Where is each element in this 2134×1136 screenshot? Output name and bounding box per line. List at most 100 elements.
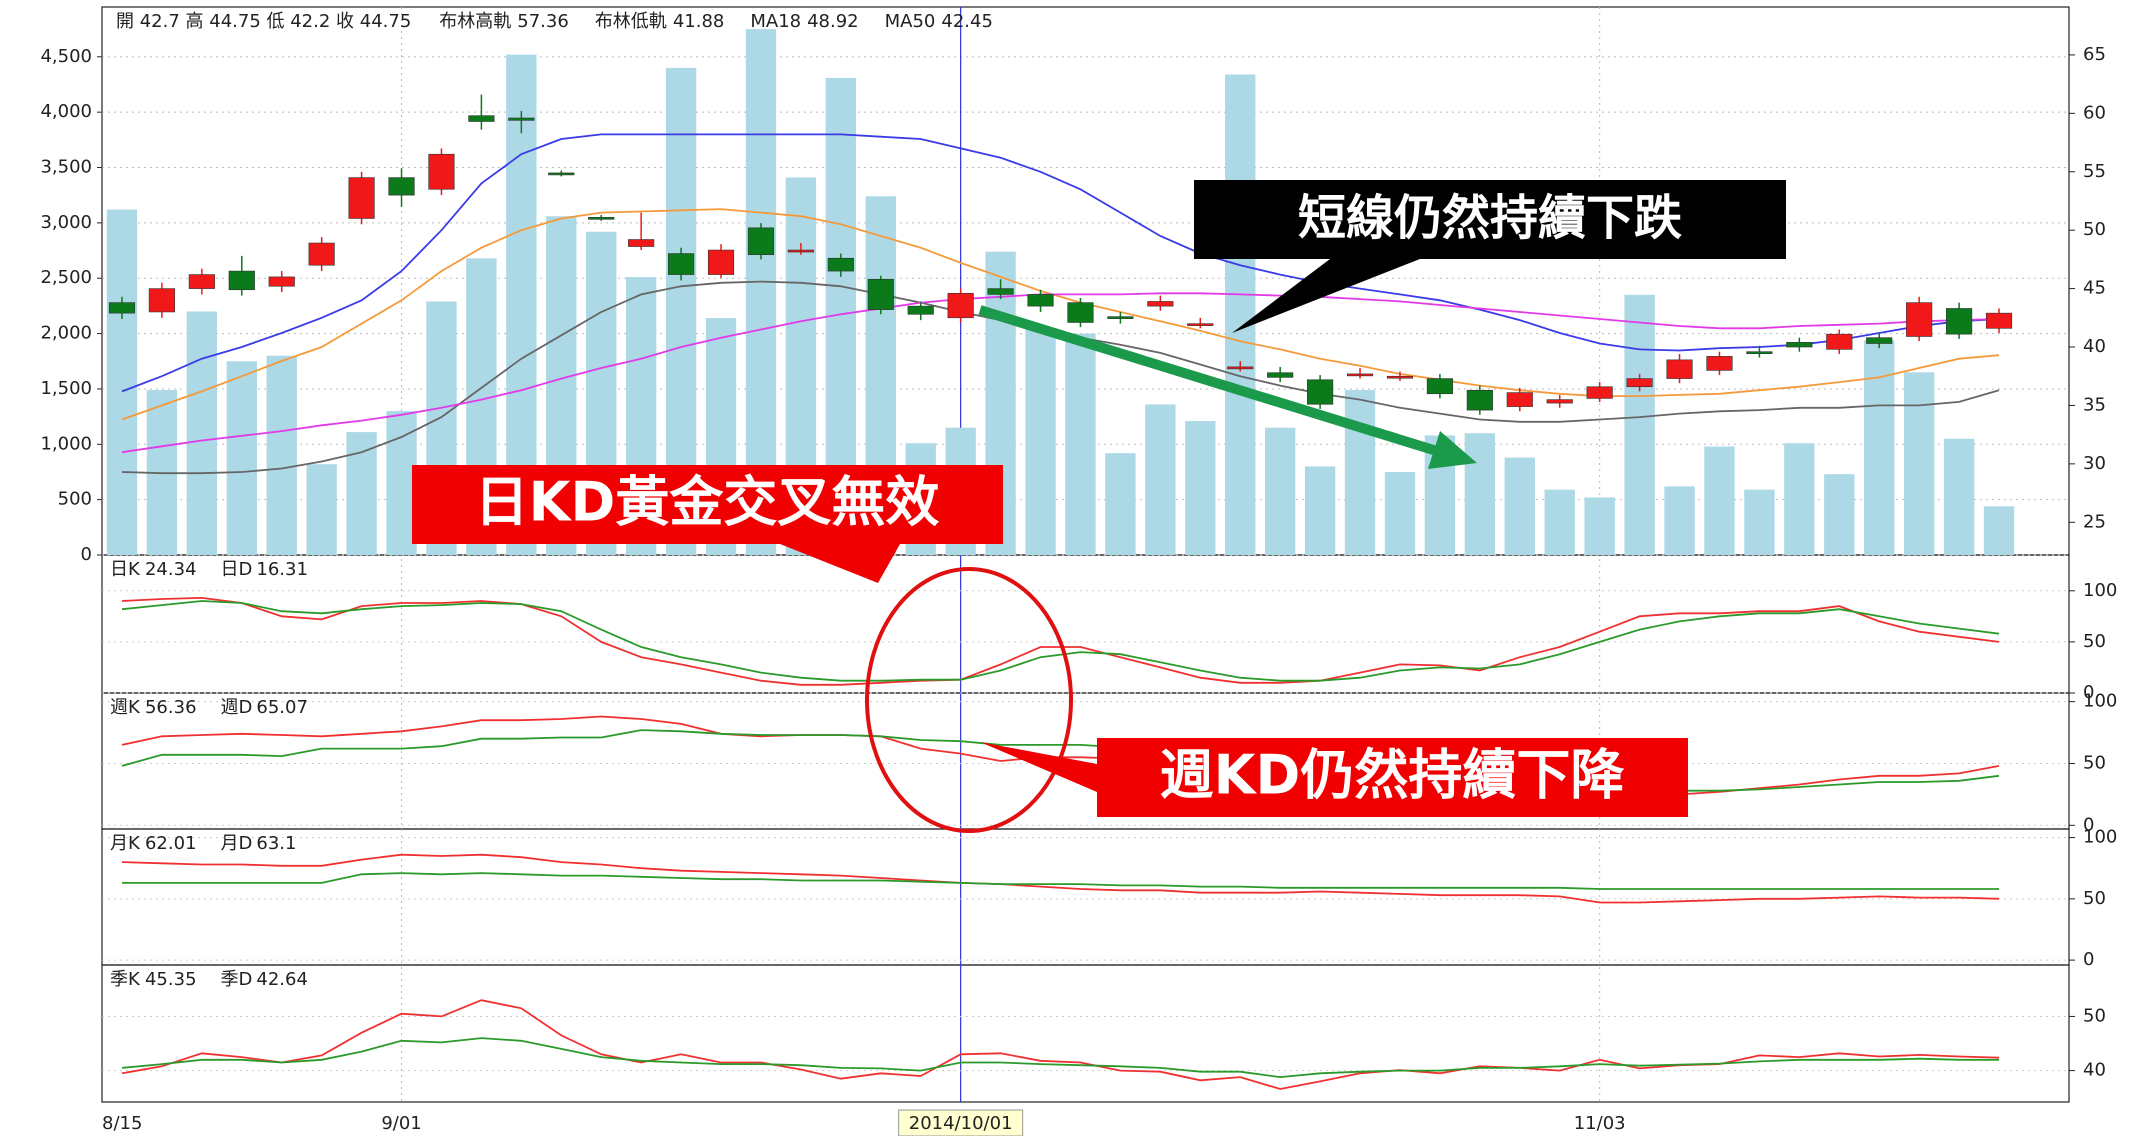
candle-body	[508, 117, 535, 121]
volume-bar	[1943, 438, 1975, 555]
legend-value: 45.35	[145, 969, 197, 990]
volume-bar	[1903, 372, 1935, 555]
candle-body	[1067, 302, 1094, 323]
candle-body	[1267, 372, 1294, 378]
legend-name: 布林低軌	[595, 11, 667, 32]
volume-bar	[1704, 446, 1735, 555]
candle-body	[787, 249, 814, 253]
legend-value: 24.34	[145, 559, 197, 580]
candle-body	[108, 302, 136, 314]
candle-body	[1866, 337, 1893, 344]
y2-tick-label: 50	[2083, 631, 2106, 652]
legend-name: 季K	[110, 969, 141, 990]
candle-body	[707, 249, 735, 275]
candle-body	[1746, 351, 1773, 354]
legend-name: MA50	[885, 11, 936, 32]
candle-body	[388, 177, 415, 196]
legend-value: 65.07	[256, 697, 308, 718]
indicator-line	[121, 853, 2000, 904]
legend-name: 季D	[221, 969, 253, 990]
y-tick-label: 4,500	[40, 46, 92, 67]
y-tick-label: 1,000	[40, 433, 92, 454]
y-tick-label: 500	[58, 489, 92, 510]
indicator-line	[121, 999, 2000, 1090]
y-tick-label: 3,500	[40, 157, 92, 178]
volume-bar	[1264, 427, 1296, 555]
plot-area: 05001,0001,5002,0002,5003,0003,5004,0004…	[40, 6, 2117, 1136]
candle-body	[827, 257, 854, 272]
candle-body	[468, 115, 495, 122]
y2-tick-label: 0	[2083, 949, 2094, 970]
candle-body	[668, 253, 695, 275]
candle-body	[1985, 312, 2013, 329]
y2-tick-label: 65	[2083, 44, 2106, 65]
candle-body	[747, 227, 775, 256]
x-label-box	[898, 1109, 1024, 1136]
legend-name: 月K	[110, 833, 141, 854]
line-series	[121, 292, 2000, 454]
line-series	[121, 133, 2000, 393]
legend-value: 42.45	[941, 11, 993, 32]
candle-body	[588, 217, 615, 220]
candle-body	[947, 292, 974, 319]
volume-bar	[1624, 294, 1655, 555]
candle-body	[1227, 366, 1254, 370]
candle-body	[1307, 379, 1334, 405]
volume-bar	[226, 361, 257, 555]
candle-body	[1147, 301, 1174, 307]
callout-box	[412, 465, 1003, 583]
x-tick-label: 8/15	[102, 1113, 142, 1134]
candle-body	[308, 242, 335, 266]
legend-value: 42.64	[256, 969, 308, 990]
panel-frame	[101, 692, 2070, 830]
candle-body	[987, 288, 1014, 295]
y2-tick-label: 50	[2083, 1005, 2106, 1026]
annotations: 短線仍然持續下跌 日KD黃金交叉無效 週KD仍然持續下降	[412, 180, 1786, 833]
candle-body	[1386, 375, 1414, 379]
volume-bar	[1983, 506, 2015, 555]
candle-body	[188, 274, 215, 289]
candle-body	[268, 276, 295, 287]
annotation: 週KD仍然持續下降	[1160, 744, 1625, 807]
candle-body	[1706, 356, 1733, 371]
annotation: 短線仍然持續下跌	[1298, 190, 1682, 246]
y2-tick-label: 30	[2083, 453, 2106, 474]
candle-body	[548, 172, 575, 176]
volume-bar	[346, 432, 377, 555]
y2-tick-label: 100	[2083, 691, 2117, 712]
volume-bar	[266, 355, 297, 555]
candle-body	[228, 270, 255, 291]
legend-name: MA18	[750, 11, 801, 32]
y2-tick-label: 50	[2083, 219, 2106, 240]
legend-name: 月D	[221, 833, 253, 854]
legend-value: 62.01	[145, 833, 197, 854]
candle-body	[1666, 359, 1693, 379]
volume-bar	[306, 464, 337, 555]
candle-body	[867, 278, 894, 310]
volume-bar	[1065, 333, 1096, 555]
volume-bar	[1504, 457, 1535, 555]
header-info: 開 42.7 高 44.75 低 42.2 收 44.75	[116, 11, 411, 32]
y2-tick-label: 40	[2083, 336, 2106, 357]
candle-body	[1946, 308, 1973, 335]
y2-tick-label: 0	[2083, 814, 2094, 835]
volume-bar	[1185, 421, 1216, 555]
candle-body	[1107, 316, 1134, 319]
volume-bar	[1025, 328, 1056, 555]
y-tick-label: 0	[81, 544, 92, 565]
legend-name: 週K	[110, 697, 141, 718]
panel-frame	[101, 964, 2070, 1103]
callout-box	[1194, 180, 1786, 333]
y2-tick-label: 50	[2083, 888, 2106, 909]
volume-bar	[1584, 497, 1615, 555]
panel-frame	[101, 828, 2070, 966]
candle-body	[1466, 389, 1493, 411]
indicator-line	[122, 872, 1999, 890]
y2-tick-label: 0	[2083, 682, 2094, 703]
y2-tick-label: 100	[2083, 580, 2117, 601]
candle-body	[1346, 373, 1374, 377]
candle-body	[1586, 386, 1613, 399]
volume-bar	[1225, 74, 1256, 555]
volume-bar	[386, 411, 417, 555]
legend-name: 日D	[221, 559, 253, 580]
